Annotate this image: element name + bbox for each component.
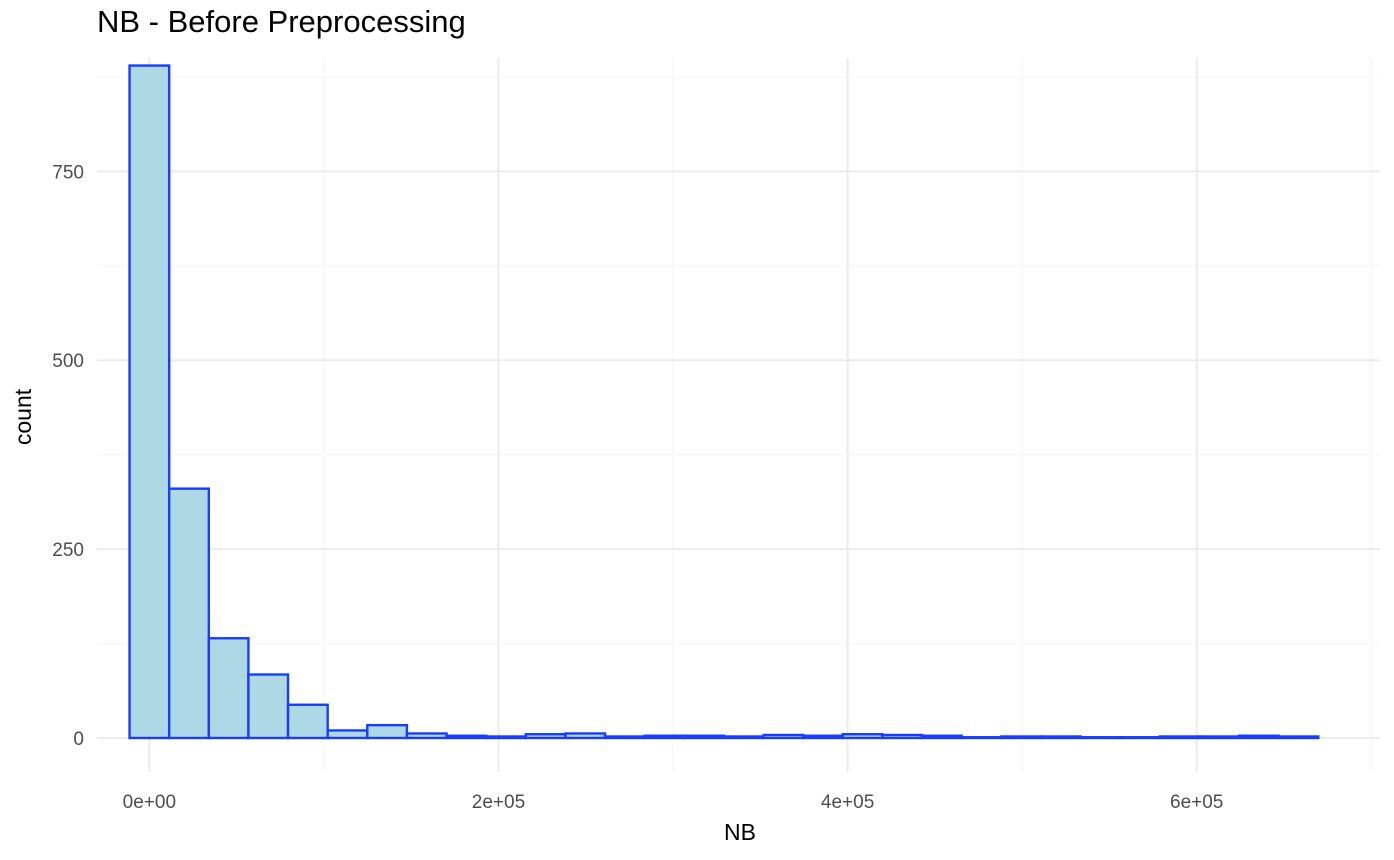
y-axis-tick-labels: 0 250 500 750	[52, 162, 84, 750]
histogram-bar	[603, 735, 646, 740]
histogram-bar	[1198, 735, 1241, 740]
histogram-bar	[1000, 735, 1043, 740]
histogram-bar	[1277, 735, 1320, 740]
histogram-bar	[247, 673, 290, 740]
histogram-bar	[1079, 736, 1122, 740]
histogram-bar	[960, 736, 1003, 740]
histogram-bar	[524, 733, 567, 740]
histogram-bar	[366, 723, 409, 740]
histogram-bar	[564, 732, 607, 740]
histogram-bar	[643, 734, 686, 740]
histogram-bars	[128, 64, 1320, 740]
x-axis-tick-labels: 0e+00 2e+05 4e+05 6e+05	[123, 792, 1224, 813]
histogram-bar	[683, 734, 726, 740]
major-gridlines	[97, 58, 1380, 772]
histogram-bar	[762, 733, 805, 740]
histogram-bar	[1118, 736, 1161, 740]
histogram-bar	[445, 734, 488, 740]
histogram-bar	[484, 735, 528, 740]
y-tick-label: 250	[52, 540, 84, 561]
y-tick-label: 500	[52, 351, 84, 372]
x-tick-label: 4e+05	[821, 792, 874, 813]
histogram-bar	[1158, 735, 1201, 740]
histogram-bar	[405, 732, 448, 740]
histogram-bar	[722, 735, 765, 740]
x-tick-label: 6e+05	[1170, 792, 1223, 813]
histogram-bar	[326, 729, 369, 740]
y-tick-label: 0	[73, 729, 84, 750]
histogram-bar	[1039, 735, 1082, 740]
histogram-bar	[128, 64, 171, 740]
histogram-bar	[286, 703, 329, 740]
minor-gridlines	[97, 58, 1380, 772]
histogram-bar	[841, 733, 884, 740]
histogram-bar	[920, 734, 963, 740]
histogram-bar	[801, 734, 844, 740]
y-axis-title: count	[10, 388, 36, 445]
y-tick-label: 750	[52, 162, 84, 183]
x-tick-label: 0e+00	[123, 792, 176, 813]
x-axis-title: NB	[724, 819, 756, 845]
histogram-bar	[207, 637, 250, 740]
chart-title: NB - Before Preprocessing	[97, 4, 466, 39]
histogram-bar	[881, 733, 924, 740]
x-tick-label: 2e+05	[472, 792, 525, 813]
histogram-bar	[1237, 734, 1280, 740]
histogram-bar	[167, 487, 211, 740]
